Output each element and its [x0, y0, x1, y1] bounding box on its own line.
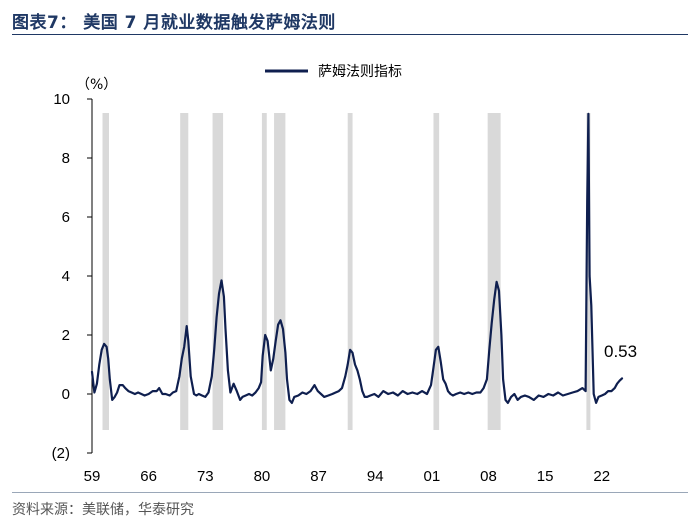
recession-band-7	[487, 113, 501, 430]
footer-rule	[12, 492, 688, 493]
x-tick-label-0: 59	[84, 468, 101, 485]
x-tick-label-9: 22	[593, 468, 610, 485]
y-tick-labels: (2) 0 2 4 6 8 10	[52, 91, 70, 462]
x-tick-label-1: 66	[140, 468, 157, 485]
figure-title: 图表7： 美国 7 月就业数据触发萨姆法则	[12, 13, 336, 33]
x-tick-label-7: 08	[480, 468, 497, 485]
x-tick-label-2: 73	[197, 468, 214, 485]
x-tick-label-6: 01	[424, 468, 441, 485]
source-note: 资料来源：美联储，华泰研究	[12, 502, 194, 518]
y-axis	[87, 98, 93, 454]
y-tick-label-2: 2	[62, 327, 70, 344]
x-tick-label-8: 15	[537, 468, 554, 485]
y-tick-label-5: 8	[62, 150, 70, 167]
legend-label: 萨姆法则指标	[318, 64, 402, 80]
series-line-0	[90, 112, 624, 404]
recession-band-1	[180, 113, 189, 430]
recession-band-2	[212, 113, 224, 430]
unit-label: （%）	[76, 77, 117, 93]
annotations: 0.53	[604, 342, 637, 361]
y-tick-label-4: 6	[62, 209, 70, 226]
recession-band-3	[261, 113, 267, 430]
x-tick-label-4: 87	[310, 468, 327, 485]
recession-band-0	[102, 113, 109, 430]
x-tick-label-3: 80	[254, 468, 271, 485]
recession-band-4	[274, 113, 286, 430]
annotation-label-0: 0.53	[604, 342, 637, 361]
recession-band-5	[347, 113, 353, 430]
y-tick-label-6: 10	[53, 91, 70, 108]
title-rule	[12, 34, 688, 35]
recession-bands	[102, 113, 591, 430]
recession-band-8	[586, 113, 591, 430]
x-tick-labels: 59 66 73 80 87 94 01 08 15 22	[84, 468, 610, 485]
y-tick-label-1: 0	[62, 386, 70, 403]
legend: 萨姆法则指标	[265, 64, 402, 80]
x-tick-label-5: 94	[367, 468, 384, 485]
y-tick-label-0: (2)	[52, 445, 70, 462]
series-group	[90, 112, 624, 404]
y-tick-label-3: 4	[62, 268, 70, 285]
recession-band-6	[433, 113, 440, 430]
